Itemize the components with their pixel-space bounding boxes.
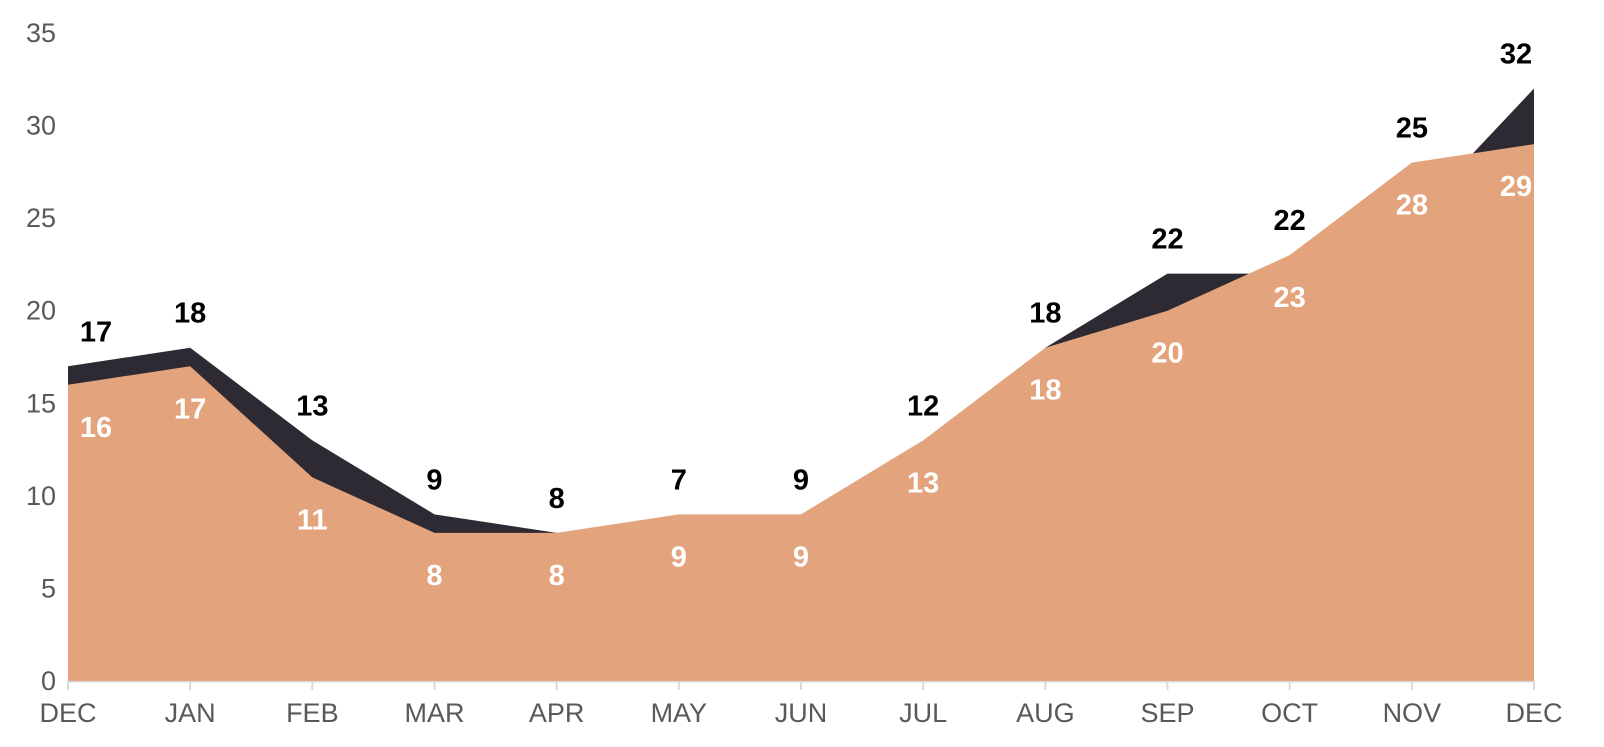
x-axis-label: FEB [286, 698, 339, 728]
x-axis-label: DEC [39, 698, 96, 728]
x-axis-label: MAR [405, 698, 465, 728]
orange-series-data-label: 8 [426, 560, 442, 592]
x-axis-label: MAY [651, 698, 708, 728]
dark-series-data-label: 13 [296, 390, 328, 422]
dark-series-data-label: 8 [549, 483, 565, 515]
dark-series-data-label: 22 [1274, 205, 1306, 237]
x-axis-label: DEC [1505, 698, 1562, 728]
dark-series-data-label: 7 [671, 464, 687, 496]
dark-series-data-label: 17 [80, 316, 112, 348]
x-axis-label: SEP [1140, 698, 1194, 728]
y-tick-label: 15 [26, 388, 56, 418]
orange-series-data-label: 29 [1500, 171, 1532, 203]
dark-series-data-label: 18 [1029, 298, 1061, 330]
dark-series-data-label: 22 [1151, 224, 1183, 256]
orange-series-data-label: 13 [907, 467, 939, 499]
dark-series-data-label: 32 [1500, 39, 1532, 71]
y-tick-label: 30 [26, 111, 56, 141]
x-axis-label: OCT [1261, 698, 1318, 728]
orange-series-data-label: 18 [1029, 375, 1061, 407]
orange-series-data-label: 20 [1151, 338, 1183, 370]
y-tick-label: 10 [26, 481, 56, 511]
dark-series-data-label: 18 [174, 298, 206, 330]
x-axis-label: JUN [775, 698, 828, 728]
orange-series-data-label: 28 [1396, 190, 1428, 222]
orange-series-data-label: 9 [671, 541, 687, 573]
y-tick-label: 35 [26, 18, 56, 48]
orange-series-data-label: 9 [793, 541, 809, 573]
orange-series-data-label: 11 [297, 504, 328, 536]
orange-series-data-label: 23 [1274, 282, 1306, 314]
y-tick-label: 25 [26, 203, 56, 233]
x-axis-label: NOV [1383, 698, 1442, 728]
y-tick-label: 5 [41, 573, 56, 603]
dark-series-data-label: 9 [426, 464, 442, 496]
y-tick-label: 0 [41, 666, 56, 696]
orange-series-data-label: 17 [174, 393, 206, 425]
y-tick-label: 20 [26, 296, 56, 326]
orange-series-area [68, 144, 1534, 682]
x-axis-label: APR [529, 698, 585, 728]
dark-series-data-label: 12 [907, 390, 939, 422]
x-axis-label: AUG [1016, 698, 1075, 728]
x-axis-label: JUL [899, 698, 947, 728]
dark-series-data-label: 9 [793, 464, 809, 496]
orange-series-data-label: 16 [80, 412, 112, 444]
dark-series-data-label: 25 [1396, 113, 1428, 145]
orange-series-data-label: 8 [549, 560, 565, 592]
x-axis-label: JAN [165, 698, 216, 728]
